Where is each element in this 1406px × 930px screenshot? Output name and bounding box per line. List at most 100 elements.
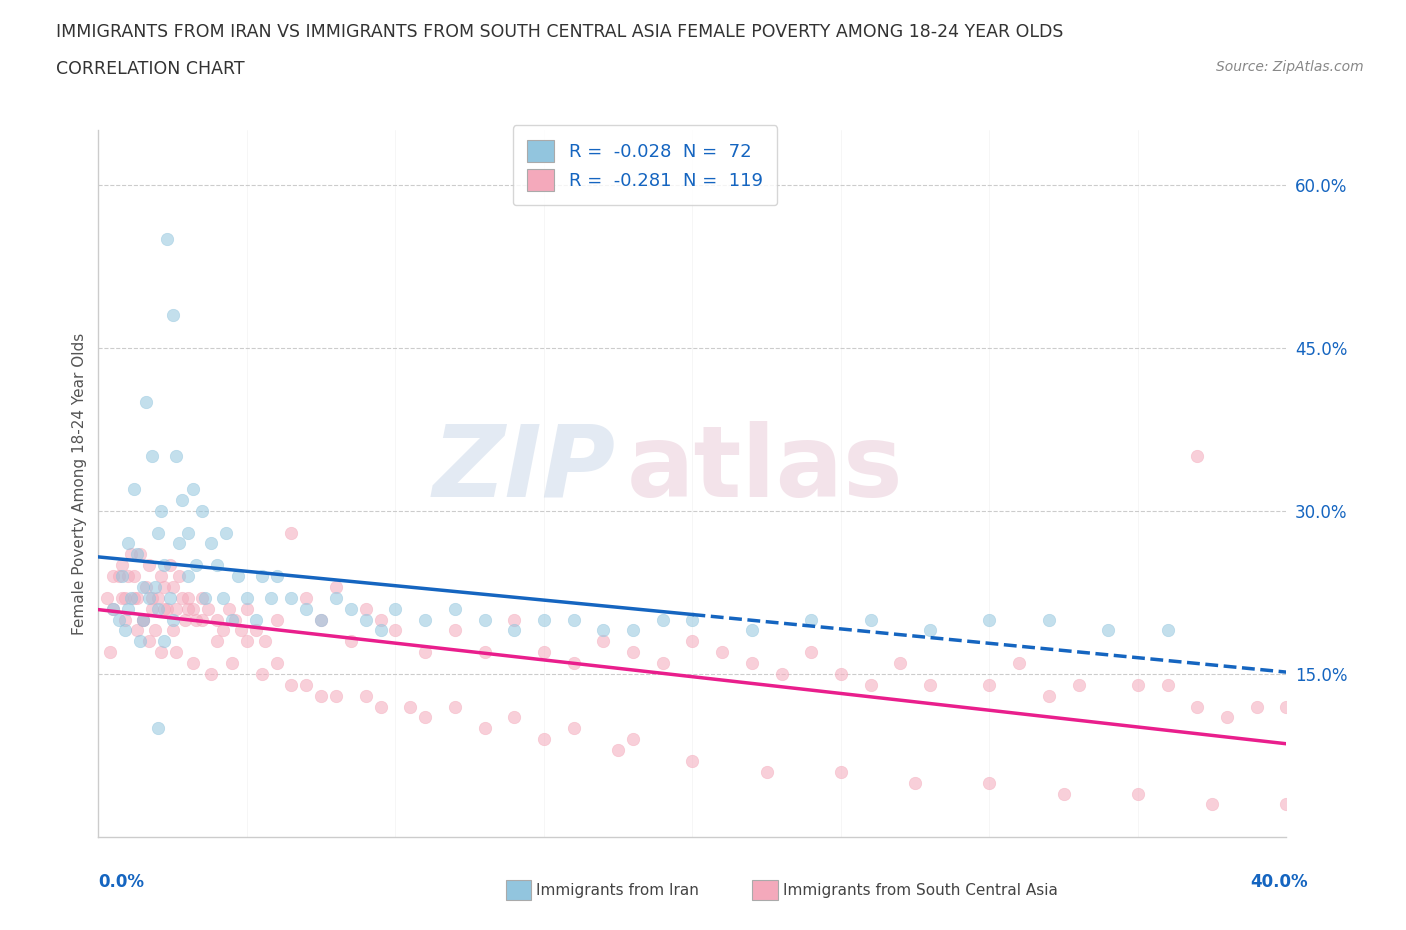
Point	[114, 591, 136, 605]
Point	[1038, 688, 1060, 703]
Point	[280, 591, 302, 605]
Point	[191, 612, 214, 627]
Point	[266, 568, 288, 583]
Point	[920, 677, 942, 692]
Point	[1201, 797, 1223, 812]
Point	[111, 558, 134, 573]
Point	[474, 612, 496, 627]
Point	[592, 623, 614, 638]
Point	[108, 612, 131, 627]
Point	[1038, 612, 1060, 627]
Text: Immigrants from South Central Asia: Immigrants from South Central Asia	[783, 883, 1059, 897]
Point	[186, 558, 208, 573]
Point	[340, 634, 363, 649]
Point	[122, 568, 145, 583]
Point	[1126, 677, 1149, 692]
Point	[503, 623, 526, 638]
Point	[176, 525, 198, 540]
Point	[117, 601, 139, 616]
Point	[309, 612, 332, 627]
Text: Immigrants from Iran: Immigrants from Iran	[536, 883, 699, 897]
Point	[245, 612, 267, 627]
Point	[135, 579, 157, 594]
Point	[1053, 786, 1076, 801]
Point	[197, 601, 219, 616]
Point	[162, 623, 184, 638]
Point	[215, 525, 238, 540]
Point	[156, 232, 179, 246]
Point	[143, 623, 166, 638]
Point	[979, 612, 1001, 627]
Text: Source: ZipAtlas.com: Source: ZipAtlas.com	[1216, 60, 1364, 74]
Point	[167, 568, 190, 583]
Text: 40.0%: 40.0%	[1250, 872, 1308, 891]
Point	[152, 634, 174, 649]
Y-axis label: Female Poverty Among 18-24 Year Olds: Female Poverty Among 18-24 Year Olds	[72, 333, 87, 635]
Point	[800, 612, 823, 627]
Point	[96, 591, 118, 605]
Point	[167, 536, 190, 551]
Point	[309, 612, 332, 627]
Point	[621, 623, 644, 638]
Point	[562, 656, 585, 671]
Point	[159, 591, 181, 605]
Point	[125, 591, 148, 605]
Point	[474, 644, 496, 659]
Point	[152, 579, 174, 594]
Point	[170, 493, 193, 508]
Legend: R =  -0.028  N =  72, R =  -0.281  N =  119: R = -0.028 N = 72, R = -0.281 N = 119	[513, 126, 778, 206]
Point	[114, 612, 136, 627]
Point	[200, 667, 222, 682]
Point	[1156, 623, 1178, 638]
Point	[1187, 699, 1209, 714]
Point	[800, 644, 823, 659]
Point	[152, 558, 174, 573]
Point	[125, 623, 148, 638]
Text: CORRELATION CHART: CORRELATION CHART	[56, 60, 245, 78]
Point	[413, 612, 436, 627]
Point	[562, 721, 585, 736]
Point	[889, 656, 911, 671]
Point	[200, 536, 222, 551]
Point	[245, 623, 267, 638]
Point	[162, 308, 184, 323]
Point	[103, 601, 125, 616]
Point	[266, 656, 288, 671]
Point	[191, 503, 214, 518]
Point	[117, 568, 139, 583]
Point	[830, 764, 852, 779]
Point	[533, 644, 555, 659]
Point	[325, 579, 347, 594]
Point	[176, 568, 198, 583]
Point	[859, 612, 882, 627]
Point	[1216, 710, 1239, 724]
Text: 0.0%: 0.0%	[98, 872, 145, 891]
Point	[224, 612, 246, 627]
Point	[132, 612, 155, 627]
Point	[503, 710, 526, 724]
Point	[266, 612, 288, 627]
Text: atlas: atlas	[627, 421, 904, 518]
Point	[370, 699, 392, 714]
Point	[280, 677, 302, 692]
Point	[138, 591, 160, 605]
Text: ZIP: ZIP	[432, 421, 616, 518]
Point	[226, 568, 249, 583]
Point	[156, 601, 179, 616]
Point	[103, 601, 125, 616]
Point	[533, 732, 555, 747]
Point	[1246, 699, 1268, 714]
Point	[295, 591, 318, 605]
Point	[132, 579, 155, 594]
Point	[146, 721, 169, 736]
Point	[183, 656, 205, 671]
Point	[120, 547, 142, 562]
Point	[103, 568, 125, 583]
Point	[562, 612, 585, 627]
Point	[370, 623, 392, 638]
Point	[173, 612, 195, 627]
Point	[132, 612, 155, 627]
Point	[250, 667, 273, 682]
Point	[651, 612, 673, 627]
Point	[111, 591, 134, 605]
